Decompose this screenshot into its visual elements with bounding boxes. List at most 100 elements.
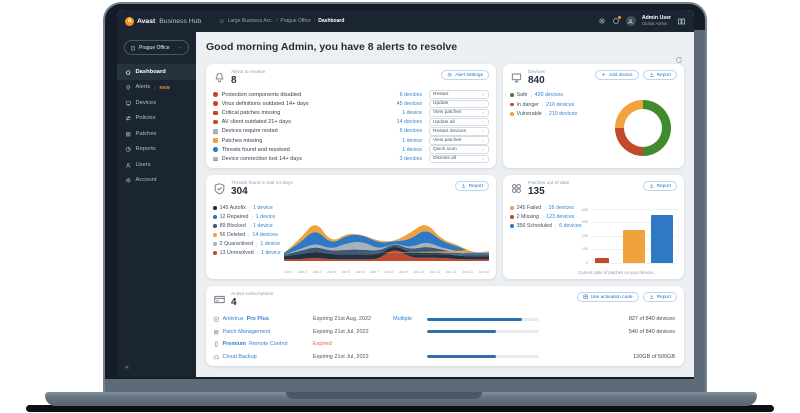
area-series-autofix [284,246,489,260]
alert-devices-link[interactable]: 45 devices [396,100,422,107]
legend-separator: | [541,214,544,220]
alert-devices-link[interactable]: 6 devices [399,91,422,98]
notifications-icon[interactable] [612,16,622,25]
breadcrumb-item[interactable]: Large Business Acc. [227,18,274,24]
multiple-link[interactable]: Multiple [393,316,412,323]
alert-devices-link[interactable]: 3 devices [399,155,422,162]
alert-action-select[interactable]: Dismiss all [429,154,489,164]
legend-separator: | [544,205,546,211]
legend-devices-link[interactable]: 1 device [255,214,276,220]
devices-legend: Safe | 420 devices In danger | 210 devices Vul… [510,92,677,117]
expiry-label: Expiring 21st Jul, 2022 [313,353,369,360]
alert-devices-link[interactable]: 1 device [402,146,422,153]
subscription-name-part: Pro Plus [246,316,269,323]
alert-action-select[interactable]: Update all [429,117,489,127]
subscription-name-link[interactable]: Antivirus Pro Plus [213,316,313,323]
progress-track [427,355,539,359]
sidebar-item-policies[interactable]: Policies [117,111,196,127]
subscription-name-link[interactable]: Cloud Backup [213,354,313,361]
sliders-icon [125,116,131,121]
sidebar-item-account[interactable]: Account [117,173,196,189]
expiry-label: Expiring 21st Jul, 2022 [313,328,369,335]
site-selector[interactable]: Prague Office [124,40,189,55]
alert-action-select[interactable]: View patches [429,136,489,145]
avatar[interactable] [625,16,636,26]
gear-icon [447,72,453,78]
alert-action-select[interactable]: Quick scan [429,145,489,154]
sidebar-collapse-button[interactable]: « [125,364,129,371]
alert-devices-link[interactable]: 1 device [402,137,422,144]
legend-devices-link[interactable]: 6 devices [559,223,582,229]
legend-devices-link[interactable]: 123 devices [546,214,575,220]
new-badge: NEW [159,84,171,90]
subscription-name-link[interactable]: Premium Remote Control [213,341,313,348]
legend-devices-link[interactable]: 1 device [252,223,273,229]
alert-action-select[interactable]: Restart devices [429,127,489,136]
user-menu[interactable]: Admin User Global Admin [642,15,671,27]
legend-devices-link[interactable]: 1 device [260,250,281,256]
sidebar-item-patches[interactable]: Patches [117,126,196,142]
legend-devices-link[interactable]: 16 devices [548,205,574,211]
sidebar-nav: Dashboard Alerts | NEW Devices Policies Patche… [117,64,196,188]
breadcrumb-item[interactable]: Dashboard [318,18,345,24]
laptop-shadow [26,405,774,412]
patches-count: 135 [528,186,545,197]
devices-card-header: Devices 840 [510,70,677,86]
alert-devices-link[interactable]: 1 device [402,109,422,116]
plus-icon [602,73,606,77]
sidebar-item-label: Users [135,161,151,168]
area-series-quarantined [284,241,489,255]
alert-label: Virus definitions outdated 14+ days [221,100,309,107]
legend-label: 13 Unresolved [219,250,254,256]
brand[interactable]: a Avast Business Hub [125,16,201,26]
subscriptions-count: 4 [231,297,237,308]
add-device-button[interactable]: Add device [594,70,639,80]
person-icon [628,18,634,24]
alert-action-select[interactable]: Restart [429,90,489,99]
alert-row: Devices require restart 6 devices Restart … [213,127,489,136]
breadcrumb-item[interactable]: Prague Office [280,18,311,24]
alert-label: Devices require restart [221,128,278,135]
legend-devices-link[interactable]: 210 devices [546,101,575,108]
chevdown-icon [179,46,182,49]
topbar: a Avast Business Hub Large Business Acc.… [117,10,694,32]
sidebar-item-users[interactable]: Users [117,157,196,173]
alert-action-select[interactable]: Update [429,99,489,109]
alert-devices-link[interactable]: 14 devices [396,119,422,126]
sidebar-item-dashboard[interactable]: Dashboard [117,64,196,80]
patches-report-button[interactable]: Report [642,181,677,191]
legend-dot [213,215,217,219]
alert-action-select[interactable]: View patches [429,108,489,118]
legend-devices-link[interactable]: 1 device [252,205,273,211]
alert-devices-link[interactable]: 6 devices [399,128,422,135]
patch-icon [125,131,131,137]
subscriptions-report-button[interactable]: Report [642,292,677,302]
subscription-row: Cloud Backup Expiring 21st Jul, 2022 120GB… [213,351,677,364]
sidebar-item-alerts[interactable]: Alerts | NEW [117,80,196,96]
legend-dot [213,233,217,237]
subscription-name-part: Cloud Backup [222,353,257,360]
subscription-name-link[interactable]: Patch Management [213,329,313,336]
legend-devices-link[interactable]: 210 devices [548,111,578,117]
sidebar-item-devices[interactable]: Devices [117,95,196,111]
legend-separator: | [248,232,250,238]
x-axis-label: Jun 12 [445,270,457,274]
use-activation-code-button[interactable]: Use activation code [576,292,639,302]
legend-devices-link[interactable]: 420 devices [534,92,563,98]
sidebar-item-reports[interactable]: Reports [117,142,196,158]
settings-gear-icon[interactable] [598,17,606,25]
download-icon [649,294,655,300]
devices-report-button[interactable]: Report [642,70,677,80]
bar-chart-y-axis: 0 100 200 300 400 [576,208,589,265]
alert-settings-button[interactable]: Alert settings [441,70,489,80]
legend-devices-link[interactable]: 1 device [260,241,281,247]
patches-legend-row: 245 Failed | 16 devices [510,205,677,211]
refresh-icon[interactable] [675,56,683,64]
legend-devices-link[interactable]: 14 devices [252,232,278,238]
apps-panel-icon[interactable] [677,17,686,26]
x-axis-label: Jun 3 [312,270,322,274]
threats-count: 304 [231,186,248,197]
y-tick-label: 100 [581,247,588,251]
threats-report-button[interactable]: Report [454,181,489,191]
patches-card: Patches out of date 135 Report 245 [503,175,684,279]
